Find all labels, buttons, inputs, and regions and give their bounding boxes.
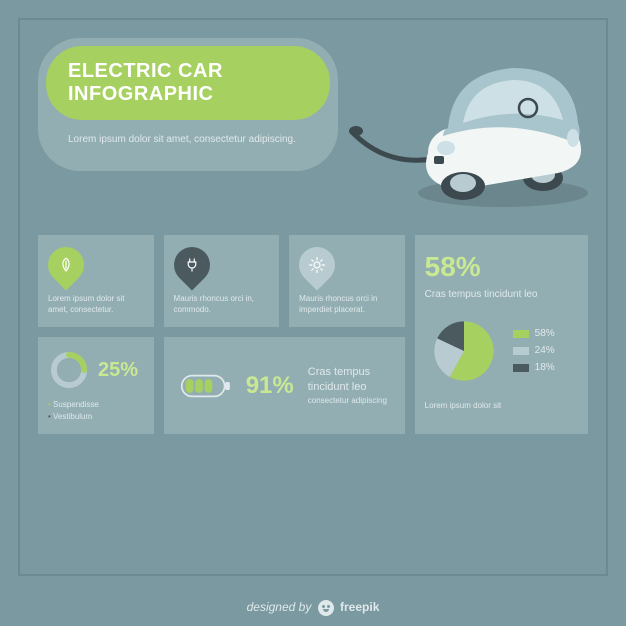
feature-card-leaf: Lorem ipsum dolor sit amet, consectetur. <box>38 235 154 327</box>
gauge-pct: 25% <box>98 356 138 384</box>
footer: designed by freepik <box>0 600 626 616</box>
footer-brand: freepik <box>340 600 379 614</box>
car-illustration <box>348 38 598 218</box>
gauge-chart <box>48 349 90 391</box>
legend-label: 24% <box>535 344 555 358</box>
pie-footer-text: Lorem ipsum dolor sit <box>425 400 578 411</box>
feature-card-sun: Mauris rhoncus orci in imperdiet placera… <box>289 235 405 327</box>
pie-chart <box>425 312 503 390</box>
legend-row: 58% <box>513 327 555 341</box>
feature-text: Mauris rhoncus orci in, commodo. <box>174 293 270 315</box>
battery-card: 91% Cras tempus tincidunt leo consectetu… <box>164 337 405 433</box>
feature-text: Lorem ipsum dolor sit amet, consectetur. <box>48 293 144 315</box>
inner-frame: ELECTRIC CAR INFOGRAPHIC Lorem ipsum dol… <box>18 18 608 576</box>
legend-row: 24% <box>513 344 555 358</box>
header: ELECTRIC CAR INFOGRAPHIC Lorem ipsum dol… <box>38 38 588 223</box>
page-title: ELECTRIC CAR INFOGRAPHIC <box>68 60 308 106</box>
battery-text: Cras tempus tincidunt leo consectetur ad… <box>308 365 389 407</box>
gauge-bullets: Suspendisse Vestibulum <box>48 399 144 421</box>
legend-label: 58% <box>535 327 555 341</box>
gauge-card: 25% Suspendisse Vestibulum <box>38 337 154 433</box>
infographic-root: ELECTRIC CAR INFOGRAPHIC Lorem ipsum dol… <box>0 0 626 626</box>
pie-legend: 58% 24% 18% <box>513 324 555 378</box>
feature-card-plug: Mauris rhoncus orci in, commodo. <box>164 235 280 327</box>
header-card: ELECTRIC CAR INFOGRAPHIC Lorem ipsum dol… <box>38 38 338 171</box>
freepik-face-icon <box>318 600 334 616</box>
legend-label: 18% <box>535 361 555 375</box>
legend-row: 18% <box>513 361 555 375</box>
title-box: ELECTRIC CAR INFOGRAPHIC <box>46 46 330 120</box>
pie-card: 58% Cras tempus tincidunt leo 58% 24% 18… <box>415 235 588 434</box>
header-subtitle: Lorem ipsum dolor sit amet, consectetur … <box>46 120 330 153</box>
sun-icon <box>292 240 343 291</box>
feature-text: Mauris rhoncus orci in imperdiet placera… <box>299 293 395 315</box>
footer-prefix: designed by <box>247 600 312 614</box>
pie-headline-text: Cras tempus tincidunt leo <box>425 288 578 302</box>
bullet: Suspendisse <box>48 399 144 410</box>
battery-line2: consectetur adipiscing <box>308 395 389 406</box>
stat-grid: Lorem ipsum dolor sit amet, consectetur.… <box>38 235 588 434</box>
battery-pct: 91% <box>246 369 294 403</box>
battery-icon <box>180 365 232 407</box>
battery-line1: Cras tempus tincidunt leo <box>308 365 389 396</box>
bullet: Vestibulum <box>48 411 144 422</box>
car-icon <box>348 38 598 218</box>
plug-icon <box>166 240 217 291</box>
pie-headline-pct: 58% <box>425 247 578 286</box>
leaf-icon <box>41 240 92 291</box>
